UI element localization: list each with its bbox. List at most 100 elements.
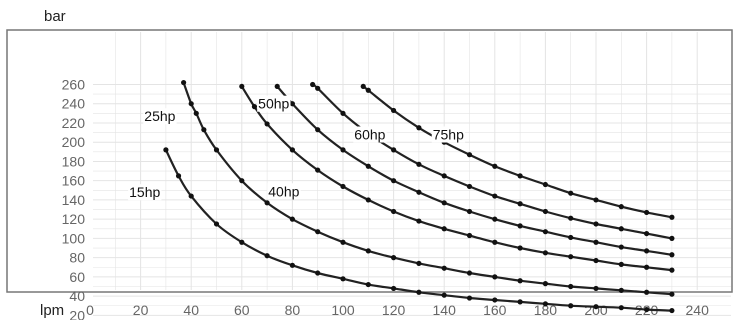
x-tick-label: 100 (331, 302, 355, 318)
data-point-40hp (441, 226, 447, 232)
series-label-bg-60hp (353, 126, 387, 143)
data-point-60hp (340, 110, 346, 116)
y-tick-label: 40 (69, 288, 85, 304)
data-point-60hp (391, 147, 397, 153)
y-tick-label: 100 (62, 230, 86, 246)
data-point-40hp (289, 147, 295, 153)
data-point-75hp (593, 197, 599, 203)
data-point-15hp (669, 307, 675, 314)
data-point-50hp (593, 239, 599, 245)
y-tick-label: 160 (62, 173, 86, 189)
data-point-75hp (365, 87, 371, 93)
series-label-bg-75hp (431, 126, 466, 143)
series-line-15hp (164, 149, 672, 312)
data-point-15hp (239, 239, 245, 245)
data-point-75hp (517, 173, 523, 179)
data-point-25hp (239, 178, 245, 184)
data-point-15hp (188, 193, 194, 199)
x-axis-title: lpm (40, 302, 64, 319)
data-point-25hp (644, 289, 650, 295)
data-point-60hp (618, 226, 624, 232)
data-point-40hp (264, 121, 270, 127)
data-point-60hp (315, 85, 321, 91)
data-point-15hp (517, 299, 523, 305)
data-point-15hp (593, 304, 599, 310)
data-point-50hp (274, 83, 280, 90)
data-point-60hp (492, 193, 498, 199)
data-point-75hp (568, 190, 574, 196)
data-point-25hp (466, 270, 473, 276)
x-tick-label: 20 (133, 302, 149, 318)
x-tick-label: 140 (433, 302, 457, 318)
y-tick-label: 260 (62, 76, 86, 92)
data-point-60hp (310, 81, 316, 88)
y-tick-label: 220 (62, 115, 86, 131)
data-point-75hp (360, 83, 366, 90)
data-point-15hp (618, 305, 624, 311)
data-point-25hp (365, 248, 371, 254)
data-point-50hp (315, 127, 321, 133)
data-point-15hp (416, 289, 422, 295)
data-point-25hp (181, 79, 187, 86)
data-point-40hp (669, 267, 675, 273)
y-tick-label: 240 (62, 96, 86, 112)
data-point-50hp (618, 244, 624, 250)
data-point-50hp (441, 200, 447, 206)
data-point-25hp (188, 101, 194, 107)
x-tick-label: 40 (183, 302, 199, 318)
data-point-60hp (517, 201, 523, 207)
data-point-50hp (492, 216, 498, 222)
data-point-50hp (466, 208, 473, 215)
data-point-15hp (264, 253, 270, 259)
data-point-40hp (251, 104, 258, 110)
y-tick-label: 80 (69, 250, 85, 266)
data-point-50hp (365, 163, 371, 169)
data-point-25hp (568, 283, 574, 290)
series-label-75hp: 75hp (433, 127, 464, 143)
data-point-15hp (289, 262, 295, 268)
series-labels: 15hp 25hp 40hp 50hp 60hp 75hp (128, 95, 466, 201)
x-tick-label: 120 (382, 302, 406, 318)
data-point-25hp (593, 285, 599, 292)
y-axis-title: bar (44, 8, 66, 25)
series-label-50hp: 50hp (258, 96, 289, 112)
data-point-25hp (542, 281, 549, 287)
series-label-bg-15hp (128, 184, 162, 201)
data-point-50hp (289, 101, 295, 107)
data-point-60hp (542, 208, 549, 215)
y-tick-label: 120 (62, 211, 86, 227)
data-point-50hp (568, 234, 574, 241)
data-point-15hp (365, 281, 371, 288)
data-point-15hp (492, 297, 498, 303)
data-point-40hp (340, 183, 346, 190)
data-point-40hp (618, 261, 624, 267)
data-point-40hp (568, 254, 574, 260)
data-point-15hp (568, 303, 574, 309)
data-point-75hp (669, 214, 675, 220)
data-point-40hp (517, 245, 523, 251)
data-point-60hp (466, 183, 473, 190)
series-label-40hp: 40hp (268, 183, 299, 199)
data-point-15hp (340, 276, 346, 282)
data-point-15hp (213, 221, 220, 227)
data-point-25hp (416, 260, 422, 267)
data-point-15hp (175, 173, 182, 179)
data-point-75hp (542, 181, 549, 188)
series-label-25hp: 25hp (144, 108, 175, 124)
x-tick-label: 0 (86, 302, 94, 318)
data-point-60hp (593, 221, 599, 227)
data-point-40hp (315, 167, 321, 173)
data-point-75hp (492, 163, 498, 169)
data-point-25hp (264, 200, 270, 206)
data-point-75hp (466, 152, 473, 158)
data-point-25hp (201, 127, 207, 133)
x-tick-label: 160 (483, 302, 507, 318)
data-point-25hp (289, 216, 295, 222)
data-point-40hp (416, 218, 422, 224)
series-markers (163, 79, 675, 314)
data-point-75hp (416, 125, 422, 131)
y-tick-label: 180 (62, 153, 86, 169)
data-point-75hp (618, 204, 624, 210)
